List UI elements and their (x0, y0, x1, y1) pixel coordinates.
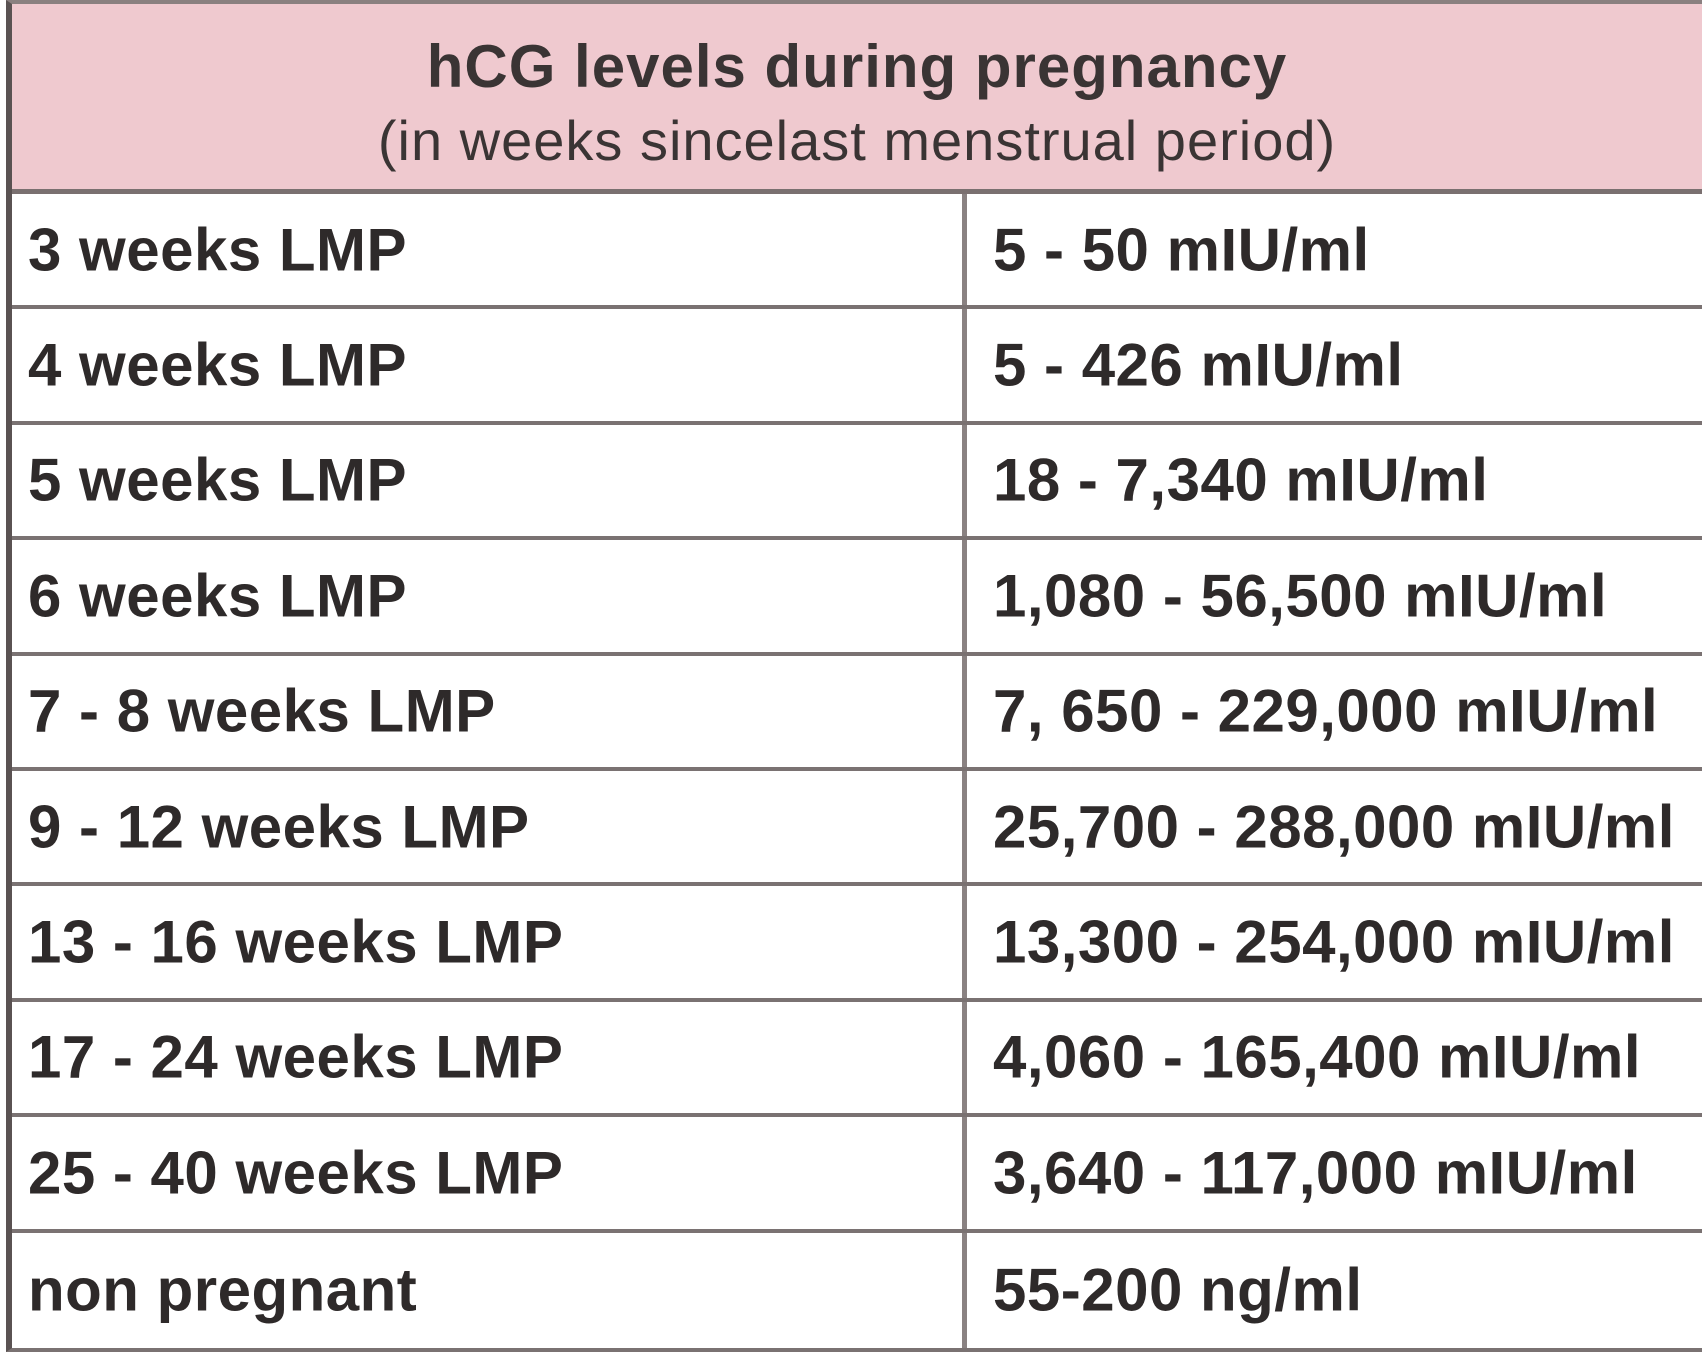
table-body: 3 weeks LMP 5 - 50 mIU/ml 4 weeks LMP 5 - 4… (12, 194, 1702, 1348)
level-cell: 5 - 50 mIU/ml (967, 194, 1702, 305)
period-cell: 3 weeks LMP (12, 194, 967, 306)
level-cell: 13,300 - 254,000 mIU/ml (967, 886, 1702, 997)
period-cell: 4 weeks LMP (12, 309, 967, 421)
level-cell: 1,080 - 56,500 mIU/ml (967, 540, 1702, 651)
level-cell: 7, 650 - 229,000 mIU/ml (967, 656, 1702, 767)
level-value: 55-200 ng/ml (993, 1256, 1363, 1324)
period-cell: 7 - 8 weeks LMP (12, 655, 967, 767)
level-value: 13,300 - 254,000 mIU/ml (993, 908, 1675, 976)
period-label: 7 - 8 weeks LMP (28, 677, 496, 745)
period-cell: 13 - 16 weeks LMP (12, 886, 967, 998)
period-label: 6 weeks LMP (28, 562, 408, 630)
level-value: 4,060 - 165,400 mIU/ml (993, 1023, 1642, 1091)
period-cell: non pregnant (12, 1232, 967, 1348)
table-row: 17 - 24 weeks LMP 4,060 - 165,400 mIU/ml (12, 1001, 1702, 1118)
table-row: 6 weeks LMP 1,080 - 56,500 mIU/ml (12, 540, 1702, 656)
level-cell: 5 - 426 mIU/ml (967, 309, 1702, 420)
period-cell: 25 - 40 weeks LMP (12, 1117, 967, 1229)
period-label: 5 weeks LMP (28, 446, 408, 514)
period-label: 17 - 24 weeks LMP (28, 1023, 564, 1091)
period-label: 3 weeks LMP (28, 216, 408, 284)
level-value: 5 - 50 mIU/ml (993, 216, 1370, 284)
period-label: non pregnant (28, 1256, 418, 1324)
table-row: 4 weeks LMP 5 - 426 mIU/ml (12, 309, 1702, 425)
period-cell: 5 weeks LMP (12, 424, 967, 537)
table-row: 3 weeks LMP 5 - 50 mIU/ml (12, 194, 1702, 310)
level-value: 3,640 - 117,000 mIU/ml (993, 1139, 1638, 1207)
level-value: 1,080 - 56,500 mIU/ml (993, 562, 1608, 630)
table-row: 7 - 8 weeks LMP 7, 650 - 229,000 mIU/ml (12, 655, 1702, 771)
level-cell: 18 - 7,340 mIU/ml (967, 425, 1702, 536)
period-cell: 9 - 12 weeks LMP (12, 770, 967, 883)
period-cell: 17 - 24 weeks LMP (12, 1001, 967, 1114)
level-value: 5 - 426 mIU/ml (993, 331, 1404, 399)
period-label: 25 - 40 weeks LMP (28, 1139, 564, 1207)
table-title: hCG levels during pregnancy (426, 33, 1288, 100)
level-cell: 3,640 - 117,000 mIU/ml (967, 1117, 1702, 1228)
period-label: 4 weeks LMP (28, 331, 408, 399)
table-subtitle: (in weeks sincelast menstrual period) (377, 109, 1337, 172)
table-row: non pregnant 55-200 ng/ml (12, 1232, 1702, 1348)
table-row: 5 weeks LMP 18 - 7,340 mIU/ml (12, 424, 1702, 541)
level-cell: 55-200 ng/ml (967, 1233, 1702, 1348)
period-cell: 6 weeks LMP (12, 540, 967, 652)
period-label: 13 - 16 weeks LMP (28, 908, 564, 976)
table-row: 9 - 12 weeks LMP 25,700 - 288,000 mIU/ml (12, 770, 1702, 887)
level-cell: 25,700 - 288,000 mIU/ml (967, 771, 1702, 882)
level-value: 7, 650 - 229,000 mIU/ml (993, 677, 1659, 745)
level-cell: 4,060 - 165,400 mIU/ml (967, 1002, 1702, 1113)
level-value: 18 - 7,340 mIU/ml (993, 446, 1489, 514)
table-row: 13 - 16 weeks LMP 13,300 - 254,000 mIU/ml (12, 886, 1702, 1002)
period-label: 9 - 12 weeks LMP (28, 793, 530, 861)
table-header: hCG levels during pregnancy (in weeks si… (12, 4, 1702, 194)
level-value: 25,700 - 288,000 mIU/ml (993, 793, 1675, 861)
table-row: 25 - 40 weeks LMP 3,640 - 117,000 mIU/ml (12, 1117, 1702, 1233)
hcg-levels-table: hCG levels during pregnancy (in weeks si… (6, 0, 1702, 1352)
